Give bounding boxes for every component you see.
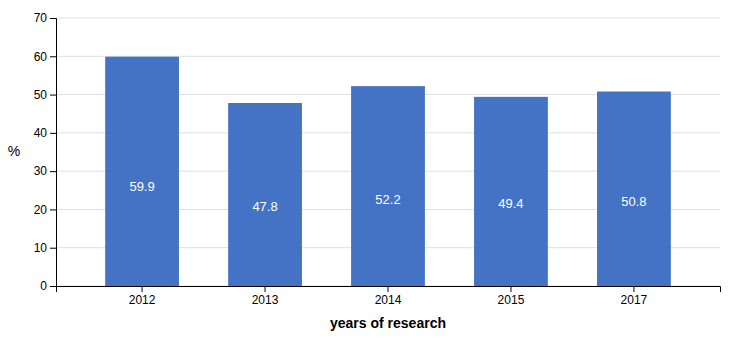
tick-label: 10	[34, 241, 48, 255]
tick-mark	[50, 209, 56, 210]
plot-area: 59.947.852.249.450.801020304050607020122…	[34, 11, 721, 306]
bar	[105, 57, 179, 286]
bar	[597, 92, 671, 286]
tick-label: 2017	[621, 293, 648, 307]
grid	[56, 18, 720, 286]
axis-line	[57, 287, 721, 293]
tick: 2015	[498, 286, 525, 307]
tick-mark	[50, 133, 56, 134]
data-label: 50.8	[621, 194, 646, 209]
tick: 2013	[252, 286, 279, 307]
tick-label: 40	[34, 126, 48, 140]
tick-mark	[50, 95, 56, 96]
tick-mark	[50, 18, 56, 19]
bar	[228, 103, 302, 286]
grid-line	[56, 18, 720, 19]
tick-mark	[388, 286, 389, 292]
tick-label: 2015	[498, 293, 525, 307]
tick-label: 50	[34, 88, 48, 102]
x-axis: 2012 2013 2014 2015 2017	[57, 286, 721, 307]
tick: 60	[34, 50, 56, 64]
tick-label: 2014	[375, 293, 402, 307]
bar	[351, 86, 425, 286]
tick: 70	[34, 11, 56, 25]
tick-label: 0	[40, 279, 47, 293]
tick: 2012	[129, 286, 156, 307]
tick-mark	[633, 286, 634, 292]
x-axis-title: years of research	[330, 315, 446, 331]
tick: 20	[34, 203, 56, 217]
tick-label: 2012	[129, 293, 156, 307]
tick-label: 70	[34, 11, 48, 25]
bars	[105, 57, 671, 286]
data-labels: 59.9 47.8 52.2 49.4 50.8	[129, 179, 646, 214]
tick: 50	[34, 88, 56, 102]
tick-label: 30	[34, 164, 48, 178]
axis-line	[50, 19, 57, 287]
tick-mark	[50, 248, 56, 249]
tick: 0	[40, 279, 56, 293]
bar	[474, 97, 548, 286]
tick-mark	[265, 286, 266, 292]
tick-mark	[510, 286, 511, 292]
tick: 40	[34, 126, 56, 140]
grid-line	[56, 56, 720, 57]
tick-label: 2013	[252, 293, 279, 307]
data-label: 47.8	[252, 199, 277, 214]
tick: 10	[34, 241, 56, 255]
data-label: 52.2	[375, 192, 400, 207]
tick-mark	[142, 286, 143, 292]
tick-mark	[50, 286, 56, 287]
y-axis: 0 10 20 30 40 50 60 70	[34, 11, 57, 293]
data-label: 59.9	[129, 179, 154, 194]
tick: 2017	[621, 286, 648, 307]
tick-label: 60	[34, 50, 48, 64]
y-axis-title: %	[8, 143, 20, 159]
data-label: 49.4	[498, 196, 523, 211]
tick-mark	[50, 171, 56, 172]
tick: 2014	[375, 286, 402, 307]
chart: 59.947.852.249.450.801020304050607020122…	[0, 0, 740, 338]
tick: 30	[34, 164, 56, 178]
tick-mark	[50, 56, 56, 57]
tick-label: 20	[34, 203, 48, 217]
